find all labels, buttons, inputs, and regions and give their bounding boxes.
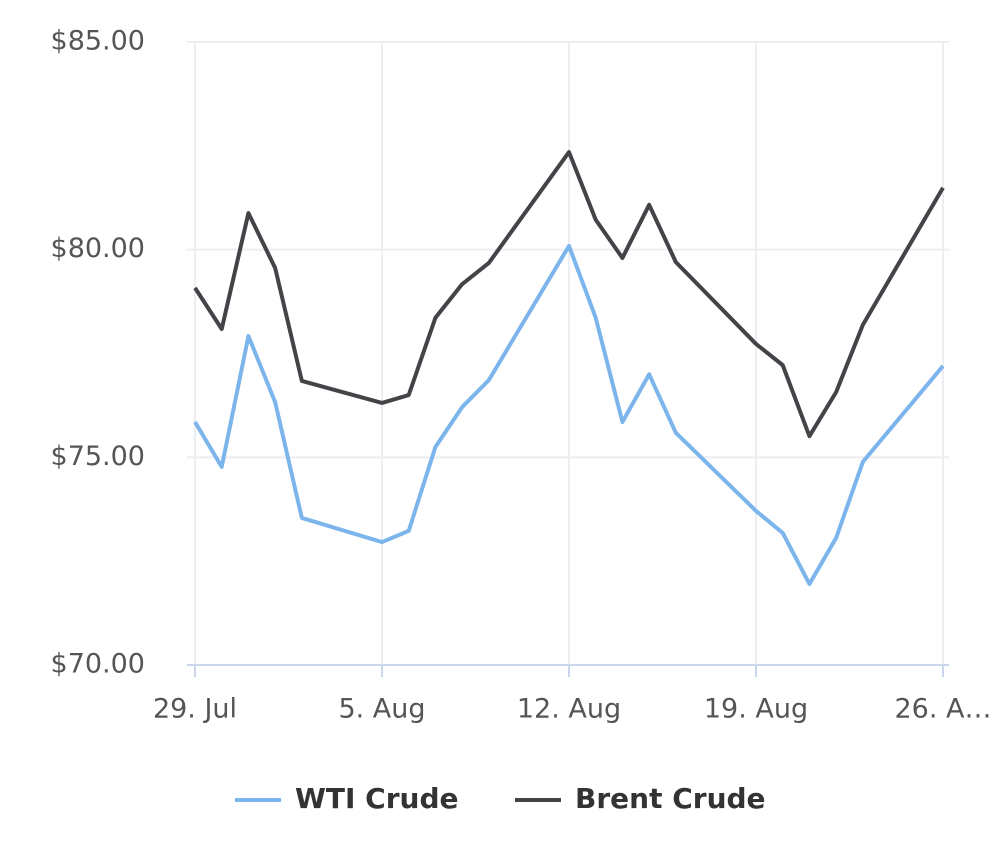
x-tick-label: 5. Aug	[338, 694, 425, 725]
series-line	[193, 243, 945, 587]
y-tick-label: $80.00	[51, 233, 145, 264]
series-line	[193, 150, 945, 439]
x-tick-label: 29. Jul	[153, 694, 237, 725]
legend-label: Brent Crude	[575, 782, 766, 815]
x-tick-label: 12. Aug	[517, 694, 621, 725]
y-tick-label: $70.00	[51, 649, 145, 680]
x-tick-label: 26. A…	[895, 694, 992, 725]
y-tick-label: $85.00	[51, 26, 145, 57]
x-tick-label: 19. Aug	[704, 694, 808, 725]
legend-label: WTI Crude	[295, 782, 458, 815]
y-tick-label: $75.00	[51, 441, 145, 472]
